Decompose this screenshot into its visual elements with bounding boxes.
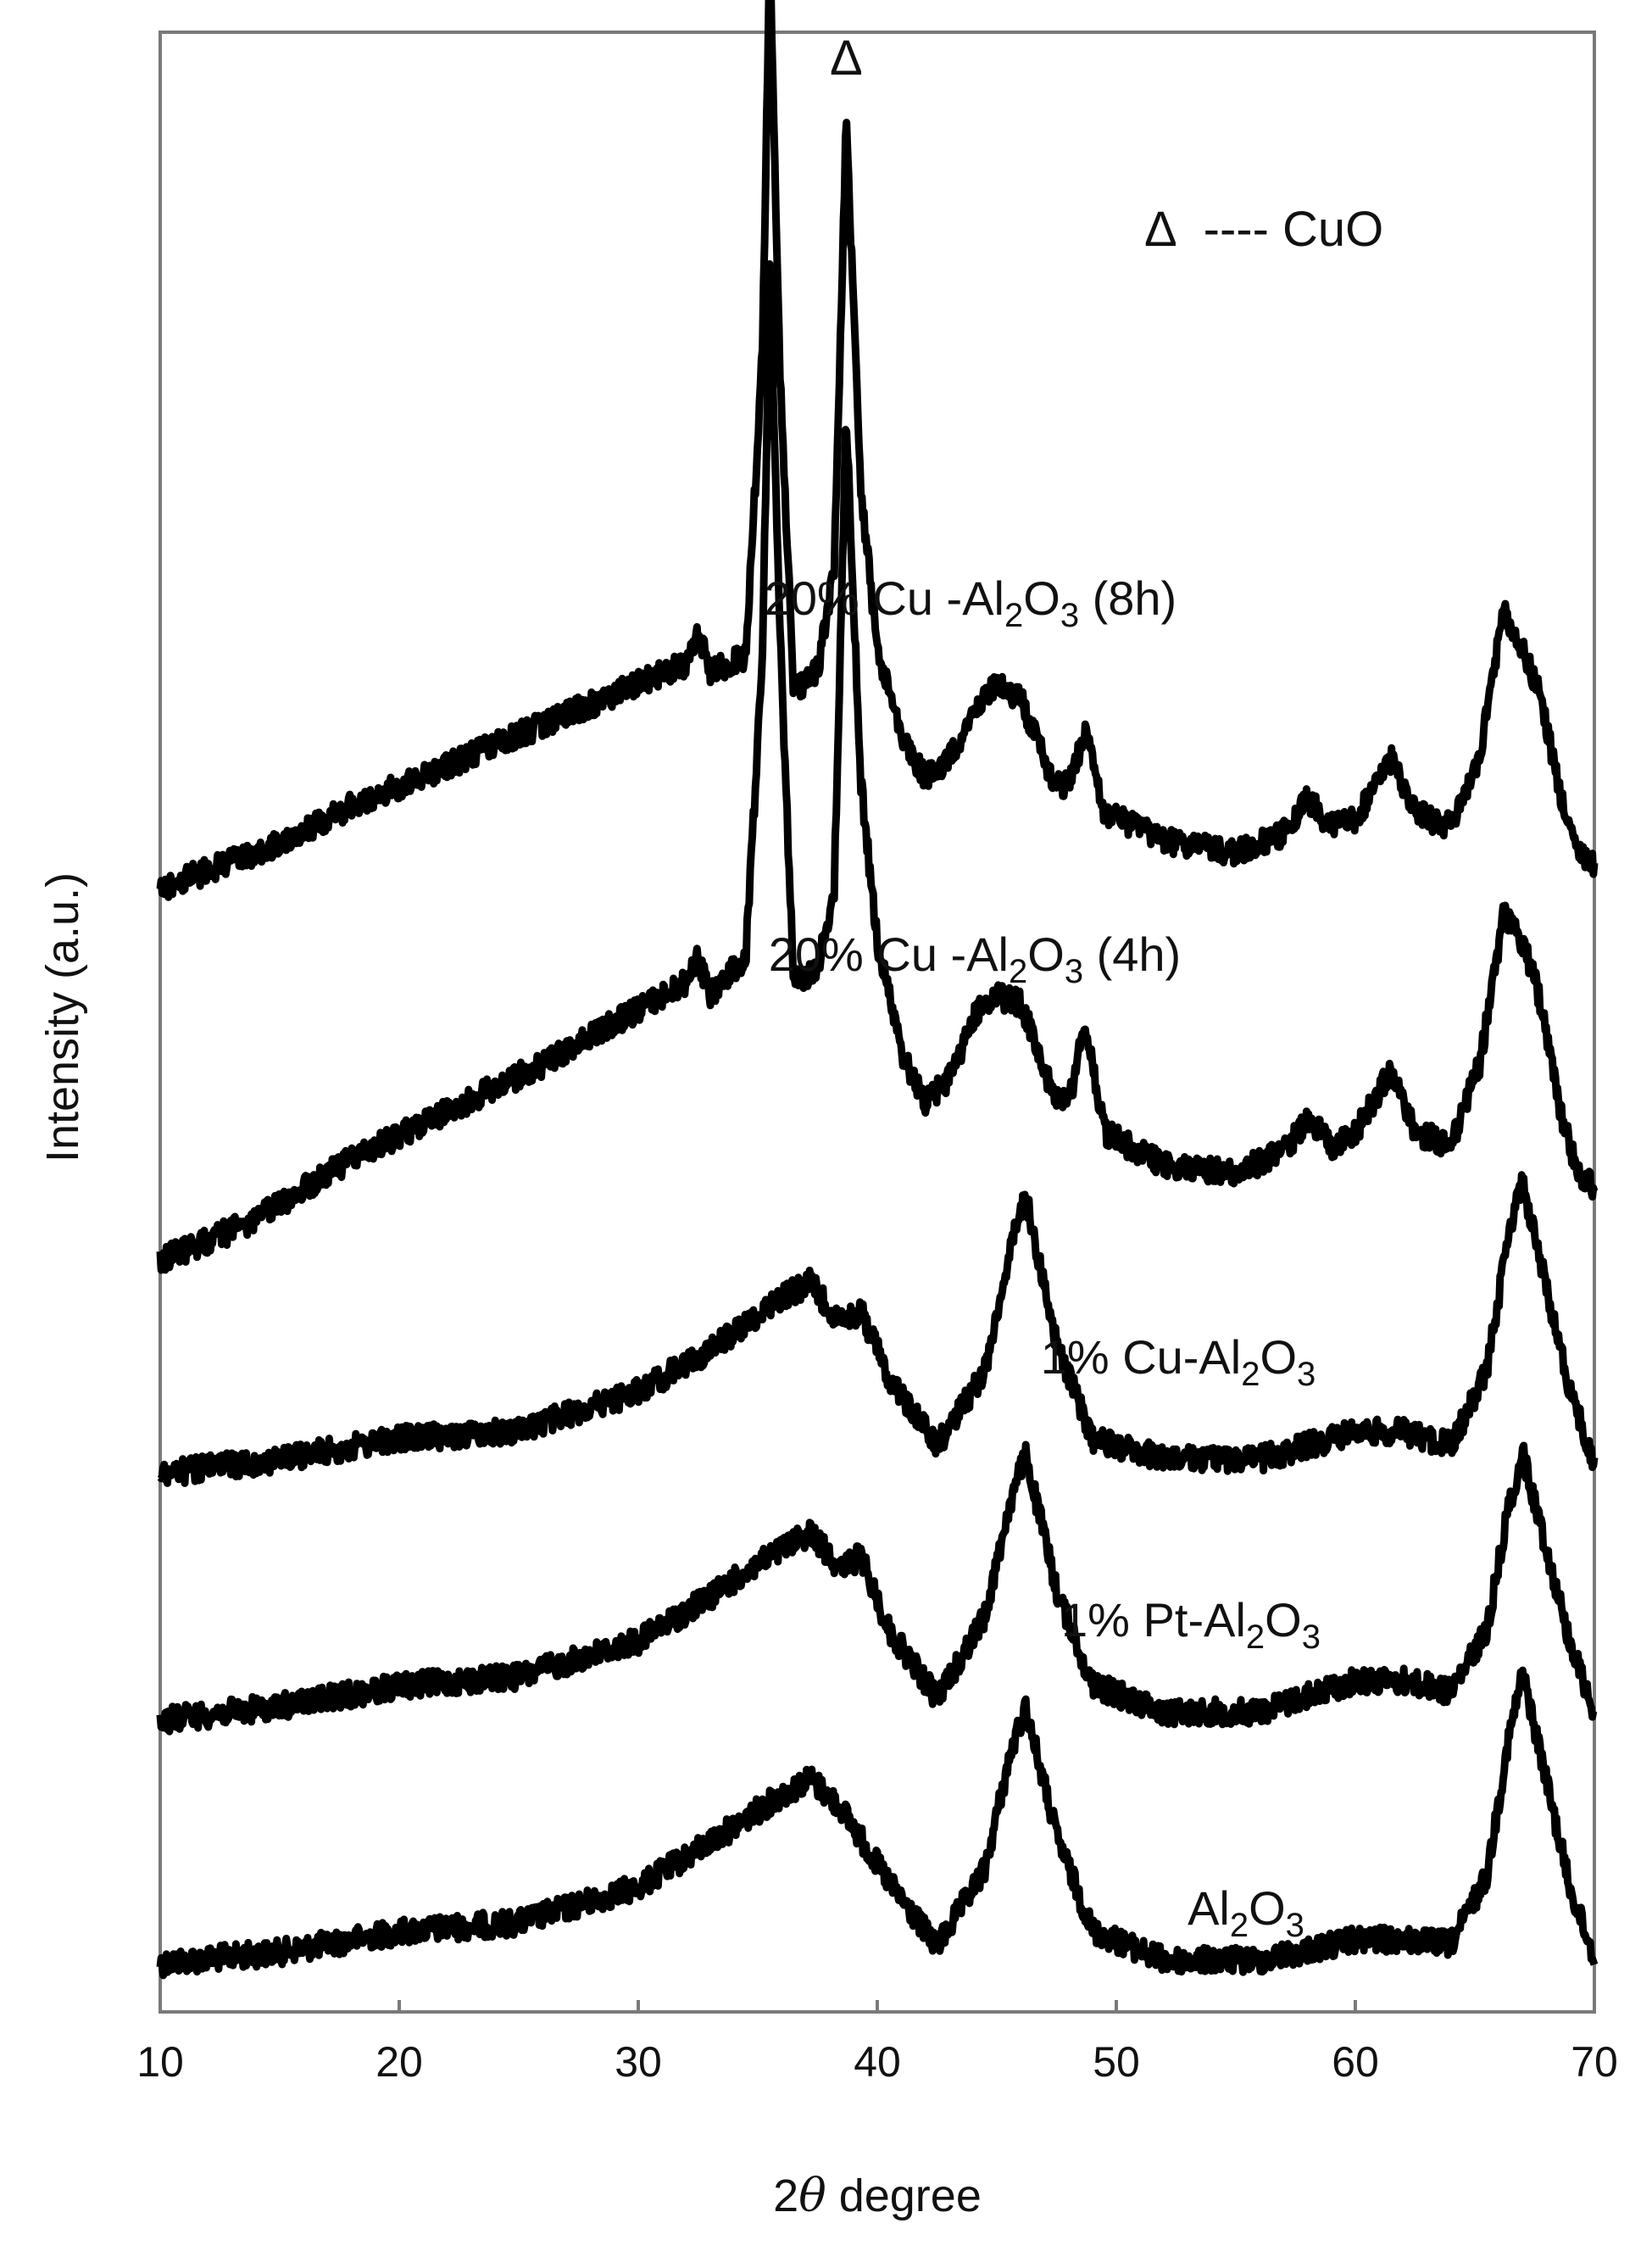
series-label-0: Al2O3 <box>1188 1881 1304 1944</box>
series-label-2: 1% Cu-Al2O3 <box>1041 1330 1316 1393</box>
x-tick-label-20: 20 <box>375 2038 423 2086</box>
series-label-3: 20% Cu -Al2O3 (4h) <box>769 928 1181 990</box>
plot-frame <box>159 31 1596 2014</box>
x-tick-label-30: 30 <box>615 2038 662 2086</box>
series-line-2 <box>157 1171 1599 1487</box>
peak-marker-1: Δ <box>830 31 863 86</box>
x-tick-label-70: 70 <box>1571 2038 1618 2086</box>
x-tick-label-10: 10 <box>136 2038 184 2086</box>
x-tick-label-50: 50 <box>1093 2038 1140 2086</box>
x-axis-label: 2θ degree <box>773 2169 982 2222</box>
series-group <box>156 0 1599 1980</box>
series-labels: Al2O3 1% Pt-Al2O3 1% Cu-Al2O3 20% Cu -Al2O3… <box>765 571 1321 1944</box>
series-line-0 <box>156 1666 1599 1980</box>
series-label-4: 20% Cu -Al2O3 (8h) <box>765 571 1176 634</box>
x-ticks <box>159 2000 1596 2012</box>
legend-symbol: Δ <box>1144 202 1176 257</box>
series-line-4 <box>156 0 1599 901</box>
x-tick-label-60: 60 <box>1332 2038 1379 2086</box>
series-line-3 <box>156 259 1599 1274</box>
legend: Δ ---- CuO <box>1144 202 1383 257</box>
y-axis-label: Intensity (a.u.) <box>37 872 88 1162</box>
series-line-1 <box>156 1440 1598 1736</box>
svg-text:Δ ---- CuO: Δ ---- CuO <box>1144 202 1383 257</box>
x-tick-label-40: 40 <box>854 2038 901 2086</box>
legend-text: ---- CuO <box>1204 202 1384 257</box>
x-tick-labels: 10 20 30 40 50 60 70 <box>136 2038 1618 2086</box>
peak-markers: ΔΔ <box>830 31 863 86</box>
series-label-1: 1% Pt-Al2O3 <box>1061 1593 1321 1656</box>
